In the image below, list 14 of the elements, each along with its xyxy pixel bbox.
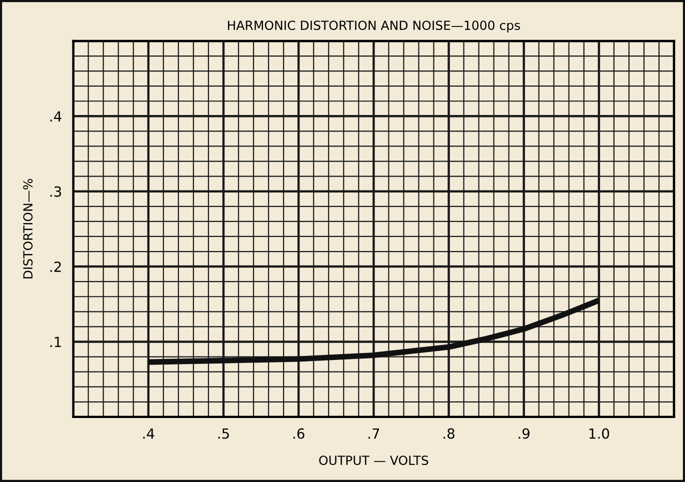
y-tick-label: .4 bbox=[50, 111, 62, 122]
x-tick-label: .9 bbox=[518, 428, 530, 439]
y-tick-label: .1 bbox=[50, 336, 61, 348]
x-tick-label: 1.0 bbox=[589, 428, 610, 439]
y-axis-title: DISTORTION—% bbox=[23, 178, 33, 278]
y-tick-label: .2 bbox=[50, 262, 61, 272]
y-tick-label: .3 bbox=[50, 186, 62, 197]
x-tick-label: .6 bbox=[293, 428, 304, 439]
chart-title: HARMONIC DISTORTION AND NOISE—1000 cps bbox=[228, 20, 520, 32]
x-tick-label: .8 bbox=[444, 428, 454, 439]
x-tick-label: .4 bbox=[143, 428, 154, 439]
x-tick-label: .7 bbox=[368, 428, 380, 439]
x-tick-label: .5 bbox=[218, 428, 229, 439]
x-axis-title: OUTPUT — VOLTS bbox=[319, 456, 428, 466]
